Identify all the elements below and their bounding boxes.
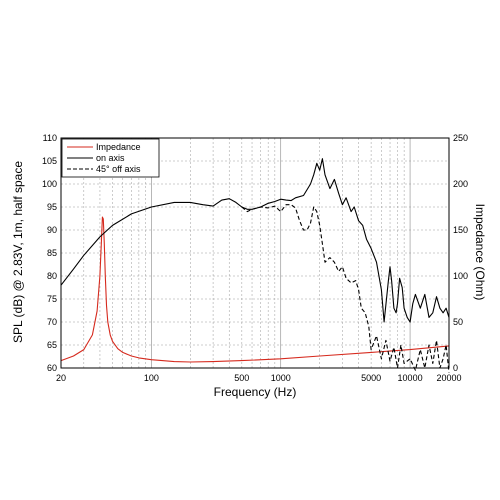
- x-tick-label: 100: [144, 373, 159, 383]
- y2-tick-label: 0: [453, 363, 458, 373]
- y-axis-label: SPL (dB) @ 2.83V, 1m, half space: [11, 161, 25, 343]
- y2-tick-label: 200: [453, 179, 468, 189]
- legend: Impedance on axis 45° off axis: [61, 138, 160, 178]
- legend-label-on-axis: on axis: [96, 153, 125, 163]
- y-tick-label: 85: [47, 248, 57, 258]
- x-tick-label: 5000: [361, 373, 381, 383]
- y-tick-label: 80: [47, 271, 57, 281]
- y-tick-label: 95: [47, 202, 57, 212]
- y-tick-label: 75: [47, 294, 57, 304]
- y2-axis-label: Impedance (Ohm): [473, 204, 487, 301]
- y2-tick-label: 250: [453, 133, 468, 143]
- y-tick-label: 105: [42, 156, 57, 166]
- y-tick-label: 65: [47, 340, 57, 350]
- x-tick-label: 20000: [436, 373, 461, 383]
- y2-tick-label: 100: [453, 271, 468, 281]
- y2-tick-label: 150: [453, 225, 468, 235]
- curves: [60, 158, 450, 373]
- x-tick-label: 500: [234, 373, 249, 383]
- y-tick-label: 70: [47, 317, 57, 327]
- legend-label-impedance: Impedance: [96, 142, 141, 152]
- y-tick-label: 100: [42, 179, 57, 189]
- tick-labels: 20 100 500 1000 5000 10000 2000060657075808590…: [42, 133, 468, 383]
- x-axis-label: Frequency (Hz): [214, 385, 297, 399]
- y-tick-label: 60: [47, 363, 57, 373]
- legend-label-off-axis: 45° off axis: [96, 164, 141, 174]
- series-line-45-off-axis: [241, 204, 450, 373]
- x-tick-label: 10000: [398, 373, 423, 383]
- plot-frame: [60, 137, 450, 369]
- y-tick-label: 110: [43, 133, 57, 143]
- x-tick-label: 20: [56, 373, 66, 383]
- series-line-impedance: [60, 216, 450, 363]
- x-tick-label: 1000: [271, 373, 291, 383]
- y-tick-label: 90: [47, 225, 57, 235]
- series-line-on-axis: [60, 158, 450, 323]
- y2-tick-label: 50: [453, 317, 463, 327]
